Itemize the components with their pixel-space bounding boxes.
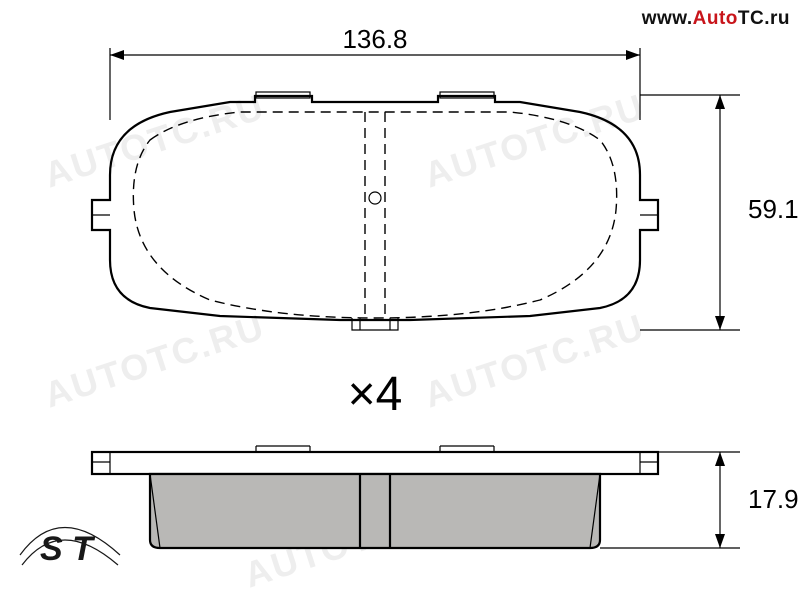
drawing-svg: 136.8 — [0, 0, 800, 599]
diagram-canvas: AUTOTC.RU AUTOTC.RU AUTOTC.RU AUTOTC.RU … — [0, 0, 800, 599]
dim-thickness-value: 17.9 — [748, 484, 799, 514]
dim-height: 59.1 — [640, 95, 799, 330]
quantity-label: ×4 — [348, 368, 403, 421]
dim-width-value: 136.8 — [342, 24, 407, 54]
dim-thickness: 17.9 — [600, 452, 799, 548]
dim-width: 136.8 — [110, 24, 640, 120]
side-view — [92, 446, 658, 548]
brand-logo: S T — [20, 528, 120, 569]
front-view — [92, 92, 658, 330]
svg-text:S T: S T — [40, 530, 96, 568]
dim-height-value: 59.1 — [748, 194, 799, 224]
